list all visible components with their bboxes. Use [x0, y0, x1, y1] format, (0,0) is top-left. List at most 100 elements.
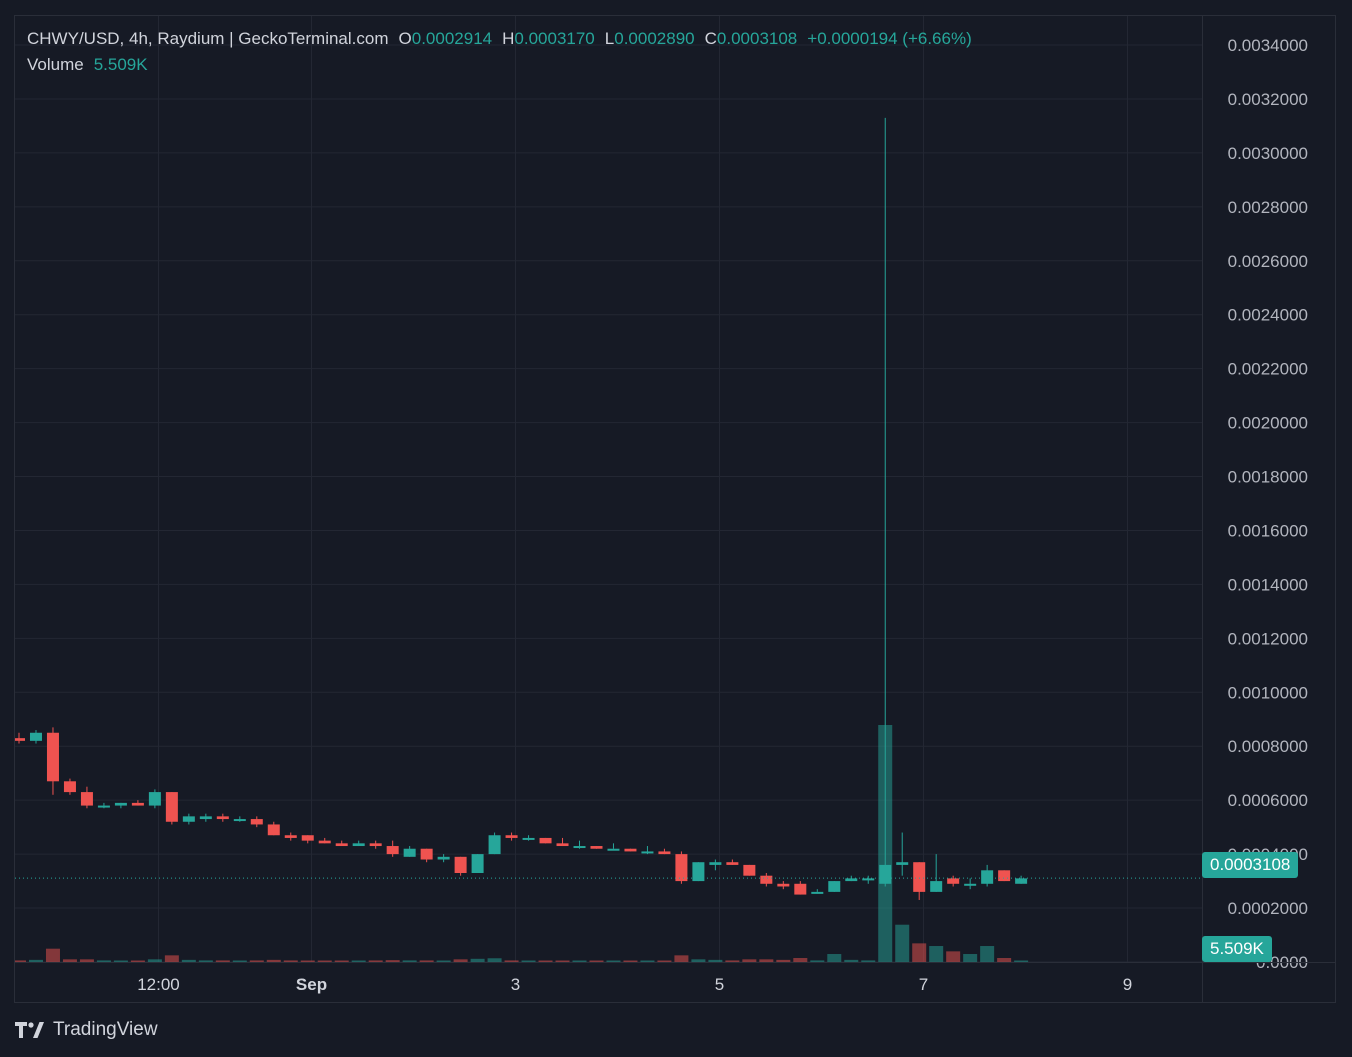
volume-bar	[963, 954, 978, 962]
last-price-badge: 0.0003108	[1202, 852, 1299, 878]
candle-body	[454, 856, 467, 873]
volume-bar	[249, 960, 264, 962]
x-axis-tick-label: Sep	[296, 975, 327, 994]
y-axis-tick-label: 0.0022000	[1228, 360, 1308, 379]
volume-bar	[623, 960, 638, 962]
candle-body	[658, 851, 671, 855]
volume-bar	[470, 958, 485, 962]
candle-body	[471, 854, 484, 873]
candle-body	[352, 843, 365, 847]
y-axis-tick-label: 0.0032000	[1228, 90, 1308, 109]
volume-bar	[215, 960, 230, 962]
legend-change: +0.0000194 (+6.66%)	[807, 29, 972, 48]
volume-bar	[232, 960, 247, 962]
volume-bar	[351, 960, 366, 962]
volume-bar	[708, 959, 723, 962]
candle-body	[29, 732, 42, 741]
volume-bar	[657, 960, 672, 962]
candle-body	[726, 862, 739, 865]
volume-bar	[538, 960, 553, 962]
volume-bar	[419, 960, 434, 962]
volume-bar	[368, 960, 383, 962]
volume-bar	[147, 959, 162, 962]
legend-symbol: CHWY/USD, 4h, Raydium | GeckoTerminal.co…	[27, 29, 389, 48]
legend-open-label: O	[398, 29, 412, 48]
candle-body	[250, 819, 263, 825]
volume-bar	[181, 959, 196, 962]
candle-body	[607, 848, 620, 851]
tradingview-branding[interactable]: TradingView	[15, 1019, 158, 1041]
candle-body	[131, 802, 144, 806]
x-axis-tick-label: 5	[715, 975, 724, 994]
volume-bar	[555, 960, 570, 962]
volume-bar	[453, 959, 468, 962]
volume-bar	[674, 955, 689, 962]
candle-body	[828, 881, 841, 892]
legend-high-value: 0.0003170	[514, 29, 595, 48]
candle-body	[862, 878, 875, 881]
candle-body	[522, 837, 535, 840]
candle-body	[539, 837, 552, 844]
x-axis-tick-label: 7	[919, 975, 928, 994]
candle-body	[845, 878, 858, 882]
y-axis-tick-label: 0.0006000	[1228, 791, 1308, 810]
volume-bar	[283, 960, 298, 962]
y-axis-tick-label: 0.0030000	[1228, 144, 1308, 163]
y-axis-tick-label: 0.0028000	[1228, 198, 1308, 217]
candle-body	[811, 891, 824, 894]
volume-bar	[776, 959, 791, 962]
candle-body	[896, 862, 909, 865]
candle-body	[403, 848, 416, 857]
volume-bar	[980, 946, 995, 962]
legend-low-value: 0.0002890	[614, 29, 695, 48]
volume-bar	[317, 960, 332, 962]
volume-bar	[96, 960, 111, 962]
volume-bar	[725, 960, 740, 962]
volume-bar	[691, 959, 706, 962]
candle-body	[879, 864, 892, 884]
candle-body	[675, 854, 688, 882]
candle-body	[335, 843, 348, 847]
chart-frame[interactable]: 0.0034000 0.0032000 0.0030000 0.0028000 0.00…	[14, 15, 1336, 1003]
volume-bar	[436, 960, 451, 962]
volume-bar	[62, 959, 77, 962]
volume-bar	[15, 960, 26, 962]
volume-bar	[164, 955, 179, 962]
candle-body	[930, 881, 943, 892]
volume-bar	[997, 958, 1012, 962]
candle-body	[777, 883, 790, 887]
candle-body	[760, 875, 773, 884]
volume-bar	[402, 960, 417, 962]
y-axis-tick-label: 0.0008000	[1228, 737, 1308, 756]
x-axis-tick-label: 3	[511, 975, 520, 994]
candle-body	[505, 835, 518, 838]
legend-volume: Volume 5.509K	[27, 55, 148, 75]
candle-body	[420, 848, 433, 860]
y-axis-tick-label: 0.0002000	[1228, 899, 1308, 918]
volume-bar	[844, 959, 859, 962]
volume-bar	[640, 960, 655, 962]
candle-body	[233, 819, 246, 822]
candle-body	[556, 843, 569, 847]
legend-close-value: 0.0003108	[716, 29, 798, 48]
candle-body	[913, 862, 926, 892]
legend-close-label: C	[704, 29, 717, 48]
candle-body	[369, 843, 382, 847]
price-chart[interactable]: 0.0034000 0.0032000 0.0030000 0.0028000 0.00…	[15, 16, 1335, 1002]
candle-body	[386, 846, 399, 855]
volume-bar	[912, 943, 927, 962]
volume-bar	[487, 958, 502, 962]
volume-bar	[1014, 960, 1029, 962]
y-axis-tick-label: 0.0010000	[1228, 683, 1308, 702]
candle-body	[148, 792, 161, 806]
candle-body	[46, 732, 59, 782]
candle-body	[1015, 878, 1028, 884]
volume-bar	[334, 960, 349, 962]
volume-bar	[266, 959, 281, 962]
x-axis-tick-label: 12:00	[137, 975, 180, 994]
volume-bar	[861, 960, 876, 962]
candle-body	[80, 792, 93, 806]
candle-body	[947, 878, 960, 884]
candle-body	[97, 805, 110, 808]
candle-body	[981, 870, 994, 884]
